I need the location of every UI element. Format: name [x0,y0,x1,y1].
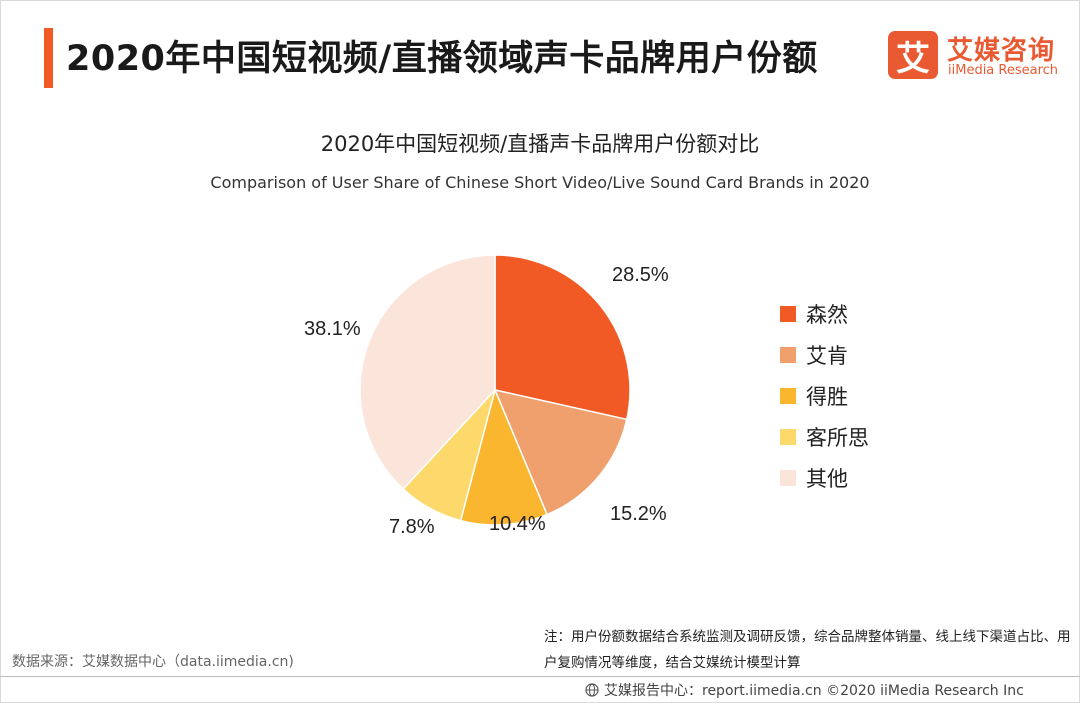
globe-icon [585,683,599,697]
legend-label: 森然 [806,302,848,327]
legend-swatch [780,387,796,404]
legend-item: 客所思 [780,416,869,457]
chart-subtitle: Comparison of User Share of Chinese Shor… [210,173,870,192]
slice-value-label-4: 7.8% [389,516,435,538]
logo-name-cn: 艾媒咨询 [947,36,1056,66]
pie-slice-2 [493,388,628,516]
page-title: 2020年中国短视频/直播领域声卡品牌用户份额 [66,39,818,79]
footer-credit-text: 艾媒报告中心：report.iimedia.cn ©2020 iiMedia R… [604,683,1024,699]
chart-note: 注：用户份额数据结合系统监测及调研反馈，综合品牌整体销量、线上线下渠道占比、用户… [544,629,1071,671]
logo-mark-icon: 艾 [888,31,938,79]
pie-slice-3 [459,387,549,526]
legend-item: 森然 [780,293,869,334]
footer-credit: 艾媒报告中心：report.iimedia.cn ©2020 iiMedia R… [585,680,1024,700]
slice-value-label-1: 28.5% [612,264,669,286]
legend-swatch [780,346,796,363]
legend-swatch [780,469,796,486]
footer-divider [0,676,1080,677]
pie-slice-5 [359,254,496,491]
legend-item: 其他 [780,457,869,498]
legend-label: 艾肯 [806,343,848,368]
legend-label: 客所思 [806,425,869,450]
brand-logo: 艾 艾媒咨询 iiMedia Research [888,30,1063,86]
legend-label: 得胜 [806,384,848,409]
slice-value-label-5: 38.1% [304,318,361,340]
legend-swatch [780,305,796,322]
slice-value-label-3: 10.4% [489,513,546,535]
chart-title: 2020年中国短视频/直播声卡品牌用户份额对比 [320,132,760,156]
chart-legend: 森然艾肯得胜客所思其他 [780,293,869,498]
legend-item: 得胜 [780,375,869,416]
logo-name-en: iiMedia Research [948,63,1059,78]
data-source: 数据来源：艾媒数据中心（data.iimedia.cn) [12,654,294,670]
slice-value-label-2: 15.2% [610,503,667,525]
title-accent-bar [44,28,53,88]
legend-swatch [780,428,796,445]
legend-label: 其他 [806,466,848,491]
pie-slice-1 [494,254,631,421]
legend-item: 艾肯 [780,334,869,375]
